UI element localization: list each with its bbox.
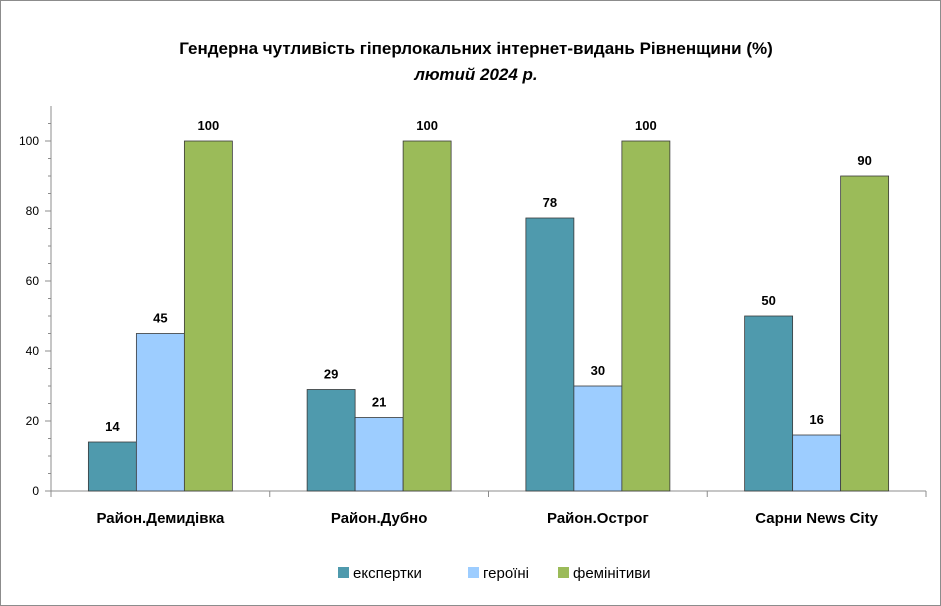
data-label: 30 [591, 363, 605, 378]
y-tick-label: 0 [32, 484, 39, 498]
bar [183, 140, 233, 492]
data-label: 21 [372, 395, 386, 410]
bar [792, 434, 842, 492]
legend: експертки героїні фемінітиви [338, 565, 651, 582]
y-tick-label: 80 [26, 204, 40, 218]
bar [402, 140, 452, 492]
data-label: 100 [416, 118, 438, 133]
legend-label: фемінітиви [573, 565, 651, 582]
bar [573, 385, 623, 492]
legend-label: експертки [353, 565, 422, 582]
data-label: 14 [105, 419, 120, 434]
y-tick-label: 20 [26, 414, 40, 428]
bar [354, 417, 404, 492]
bar [525, 217, 575, 492]
bar [621, 140, 671, 492]
bar [744, 315, 794, 492]
data-labels: 14 45 100 29 21 100 78 30 100 50 16 90 [105, 118, 872, 434]
x-tick-label: Район.Демидівка [96, 510, 225, 527]
legend-swatch [558, 567, 569, 578]
data-label: 50 [761, 293, 775, 308]
legend-swatch [468, 567, 479, 578]
bars [87, 140, 890, 492]
data-label: 78 [543, 195, 557, 210]
bar [135, 333, 185, 492]
chart-title: Гендерна чутливість гіперлокальних інтер… [179, 39, 773, 58]
bar [840, 175, 890, 492]
data-label: 16 [809, 412, 823, 427]
data-label: 29 [324, 367, 338, 382]
data-label: 100 [635, 118, 657, 133]
data-label: 45 [153, 311, 167, 326]
x-tick-label: Район.Дубно [331, 510, 427, 527]
bar [306, 389, 356, 492]
x-tick-label: Район.Острог [547, 510, 649, 527]
bar [87, 441, 137, 492]
x-tick-label: Сарни News City [755, 510, 878, 527]
y-tick-label: 60 [26, 274, 40, 288]
chart-subtitle: лютий 2024 р. [413, 65, 537, 84]
data-label: 100 [198, 118, 220, 133]
legend-swatch [338, 567, 349, 578]
legend-label: героїні [483, 565, 529, 582]
y-tick-label: 100 [19, 134, 39, 148]
y-tick-label: 40 [26, 344, 40, 358]
data-label: 90 [857, 153, 871, 168]
